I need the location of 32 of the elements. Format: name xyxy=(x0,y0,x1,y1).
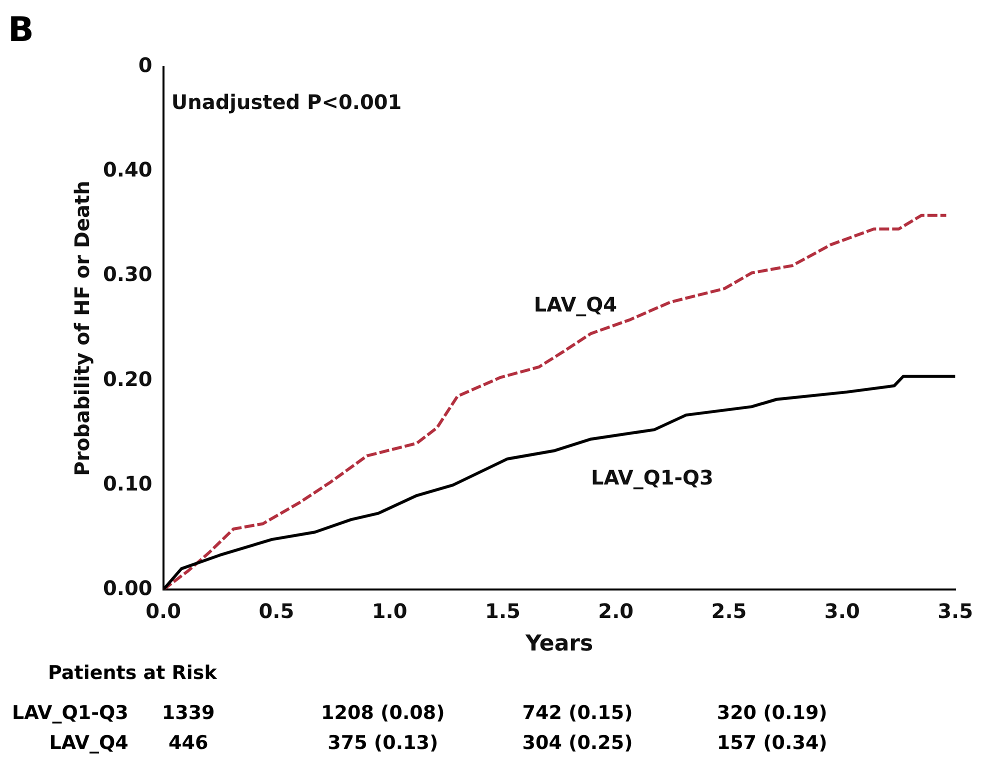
y-tick-label: 0.40 xyxy=(102,158,152,182)
series-label: LAV_Q4 xyxy=(534,292,618,316)
annotation: Unadjusted P<0.001 xyxy=(171,90,402,114)
series-label: LAV_Q1-Q3 xyxy=(590,465,714,490)
x-axis-title: Years xyxy=(524,632,594,657)
y-tick-label: 0.10 xyxy=(102,471,152,496)
text: 157 (0.34) xyxy=(716,732,828,754)
x-tick-label: 0.5 xyxy=(258,598,294,623)
chart-title: B xyxy=(8,9,35,52)
text: 375 (0.13) xyxy=(328,732,438,754)
text: 1208 (0.08) xyxy=(321,702,445,724)
text: LAV_Q1-Q3 xyxy=(12,702,128,724)
y-tick-label: 0.00 xyxy=(102,576,152,600)
text: 304 (0.25) xyxy=(522,732,633,754)
line-series xyxy=(163,214,948,590)
text: 1339 xyxy=(162,702,215,724)
x-tick-label: 2.0 xyxy=(598,598,634,623)
text: Patients at Risk xyxy=(48,662,217,684)
y-tick-label: 0 xyxy=(138,53,152,78)
x-tick-label: 3.5 xyxy=(938,598,974,623)
y-tick-label: 0.20 xyxy=(102,366,152,391)
x-tick-label: 1.0 xyxy=(372,598,408,623)
x-tick-label: 1.5 xyxy=(485,598,520,623)
y-axis-title: Probability of HF or Death xyxy=(70,180,94,476)
text: 446 xyxy=(168,732,208,754)
x-tick-label: 0.0 xyxy=(146,598,182,623)
x-tick-label: 3.0 xyxy=(824,598,860,623)
text: 320 (0.19) xyxy=(716,702,828,724)
x-tick-label: 2.5 xyxy=(711,598,747,623)
text: 742 (0.15) xyxy=(522,702,633,724)
y-tick-label: 0.30 xyxy=(102,262,152,286)
text: LAV_Q4 xyxy=(49,732,128,754)
